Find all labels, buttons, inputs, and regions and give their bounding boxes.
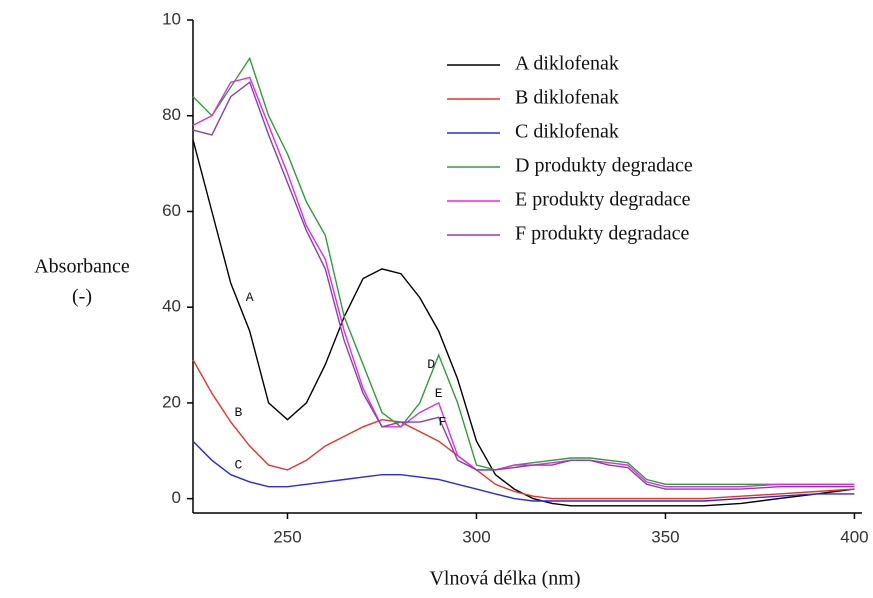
x-tick-label: 350 xyxy=(651,527,679,546)
series-line xyxy=(192,81,855,490)
legend-label: A diklofenak xyxy=(515,53,619,75)
y-tick-label: 20 xyxy=(162,392,181,411)
legend-label: D produkty degradace xyxy=(515,155,693,177)
y-axis-label: Absorbance xyxy=(34,256,130,278)
x-axis-label: Vlnová délka (nm) xyxy=(429,568,580,590)
y-tick-label: 10 xyxy=(162,9,181,28)
curve-label: F xyxy=(439,414,447,429)
series-line xyxy=(192,139,855,507)
series-line xyxy=(192,56,855,485)
curve-label: B xyxy=(234,405,242,420)
curve-label: C xyxy=(234,458,242,473)
legend-label: E produkty degradace xyxy=(515,189,691,211)
curve-label: D xyxy=(427,357,435,372)
legend-label: B diklofenak xyxy=(515,87,619,109)
series-line xyxy=(192,359,855,500)
y-tick-label: 0 xyxy=(172,488,181,507)
curve-label: A xyxy=(246,290,254,305)
x-tick-label: 300 xyxy=(462,527,490,546)
legend-label: C diklofenak xyxy=(515,121,619,143)
legend-label: F produkty degradace xyxy=(515,223,690,245)
x-tick-label: 400 xyxy=(840,527,868,546)
y-tick-label: 80 xyxy=(162,105,181,124)
y-tick-label: 40 xyxy=(162,297,181,316)
curve-label: E xyxy=(435,386,443,401)
x-tick-label: 250 xyxy=(273,527,301,546)
y-axis-unit: (-) xyxy=(72,286,92,308)
y-tick-label: 60 xyxy=(162,201,181,220)
series-line xyxy=(192,440,855,502)
